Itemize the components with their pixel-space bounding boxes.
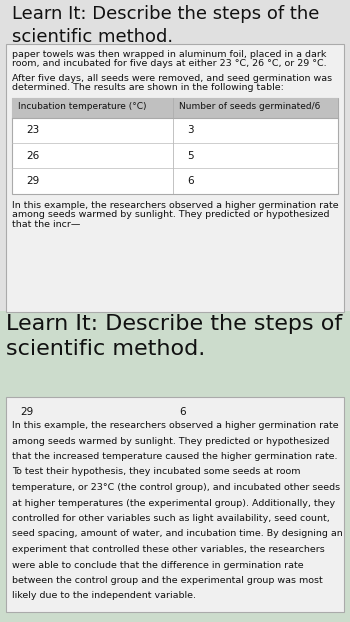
Text: To test their hypothesis, they incubated some seeds at room: To test their hypothesis, they incubated…: [12, 468, 301, 476]
Text: Learn It: Describe the steps of the
scientific method.: Learn It: Describe the steps of the scie…: [12, 5, 319, 46]
Text: In this example, the researchers observed a higher germination rate: In this example, the researchers observe…: [12, 421, 339, 430]
Text: controlled for other variables such as light availability, seed count,: controlled for other variables such as l…: [12, 514, 330, 523]
Text: determined. The results are shown in the following table:: determined. The results are shown in the…: [12, 83, 284, 92]
Bar: [0, 311, 350, 622]
Text: 29: 29: [26, 176, 39, 186]
Text: 3: 3: [187, 126, 194, 136]
Text: In this example, the researchers observed a higher germination rate: In this example, the researchers observe…: [12, 201, 339, 210]
Text: that the increased temperature caused the higher germination rate.: that the increased temperature caused th…: [12, 452, 337, 461]
Text: Incubation temperature (°C): Incubation temperature (°C): [18, 102, 147, 111]
Text: 29: 29: [20, 407, 33, 417]
Text: Number of seeds germinated/6: Number of seeds germinated/6: [179, 102, 320, 111]
Text: between the control group and the experimental group was most: between the control group and the experi…: [12, 576, 323, 585]
Text: were able to conclude that the difference in germination rate: were able to conclude that the differenc…: [12, 560, 304, 570]
Text: among seeds warmed by sunlight. They predicted or hypothesized: among seeds warmed by sunlight. They pre…: [12, 210, 329, 219]
Text: paper towels was then wrapped in aluminum foil, placed in a dark: paper towels was then wrapped in aluminu…: [12, 50, 326, 59]
Text: likely due to the independent variable.: likely due to the independent variable.: [12, 592, 196, 600]
Text: at higher temperatures (the experimental group). Additionally, they: at higher temperatures (the experimental…: [12, 498, 335, 508]
Text: room, and incubated for five days at either 23 °C, 26 °C, or 29 °C.: room, and incubated for five days at eit…: [12, 60, 327, 68]
Bar: [12, 98, 338, 118]
Text: 6: 6: [179, 407, 186, 417]
Text: 5: 5: [187, 151, 194, 160]
Text: among seeds warmed by sunlight. They predicted or hypothesized: among seeds warmed by sunlight. They pre…: [12, 437, 329, 445]
Text: experiment that controlled these other variables, the researchers: experiment that controlled these other v…: [12, 545, 325, 554]
Text: Learn It: Describe the steps of the
scientific method.: Learn It: Describe the steps of the scie…: [6, 314, 350, 359]
Bar: [6, 397, 344, 612]
Text: 23: 23: [26, 126, 39, 136]
Text: temperature, or 23°C (the control group), and incubated other seeds: temperature, or 23°C (the control group)…: [12, 483, 340, 492]
Text: 6: 6: [187, 176, 194, 186]
Bar: [6, 44, 344, 312]
Text: 26: 26: [26, 151, 39, 160]
Text: seed spacing, amount of water, and incubation time. By designing an: seed spacing, amount of water, and incub…: [12, 529, 343, 539]
Text: that the incr—: that the incr—: [12, 220, 81, 229]
Text: After five days, all seeds were removed, and seed germination was: After five days, all seeds were removed,…: [12, 74, 332, 83]
Bar: [12, 98, 338, 193]
